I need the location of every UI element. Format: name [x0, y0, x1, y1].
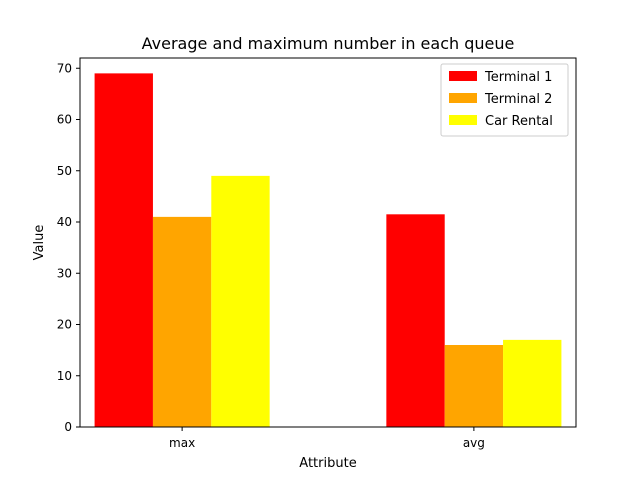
legend-label: Car Rental — [485, 114, 553, 129]
y-axis: 0 10 20 30 40 50 60 70 — [57, 61, 80, 434]
x-axis-label: Attribute — [299, 456, 356, 471]
plot-area — [94, 73, 562, 427]
axes-frame — [79, 57, 577, 428]
x-axis: max avg — [169, 427, 485, 450]
x-tick-label: max — [169, 436, 195, 450]
legend-swatch — [449, 115, 477, 125]
bar-terminal-1-avg — [386, 214, 445, 427]
y-tick-label: 20 — [57, 318, 72, 332]
legend: Terminal 1 Terminal 2 Car Rental — [440, 63, 569, 137]
y-tick-label: 10 — [57, 369, 72, 383]
bar-car-rental-max — [211, 175, 270, 427]
x-tick-label: avg — [463, 436, 485, 450]
legend-label: Terminal 1 — [484, 70, 552, 85]
bar-terminal-2-max — [152, 216, 212, 427]
legend-swatch — [449, 93, 477, 103]
y-tick-label: 50 — [57, 164, 72, 178]
chart-title: Average and maximum number in each queue — [142, 34, 515, 53]
y-tick-label: 40 — [57, 215, 72, 229]
y-tick-label: 60 — [57, 113, 72, 127]
bar-terminal-1-max — [94, 73, 153, 427]
legend-swatch — [449, 71, 477, 81]
y-tick-label: 70 — [57, 61, 72, 75]
bar-terminal-2-avg — [444, 345, 504, 427]
bar-car-rental-avg — [503, 339, 562, 427]
y-tick-label: 30 — [57, 266, 72, 280]
legend-label: Terminal 2 — [484, 92, 552, 107]
y-tick-label: 0 — [64, 420, 72, 434]
y-axis-label: Value — [32, 225, 47, 261]
